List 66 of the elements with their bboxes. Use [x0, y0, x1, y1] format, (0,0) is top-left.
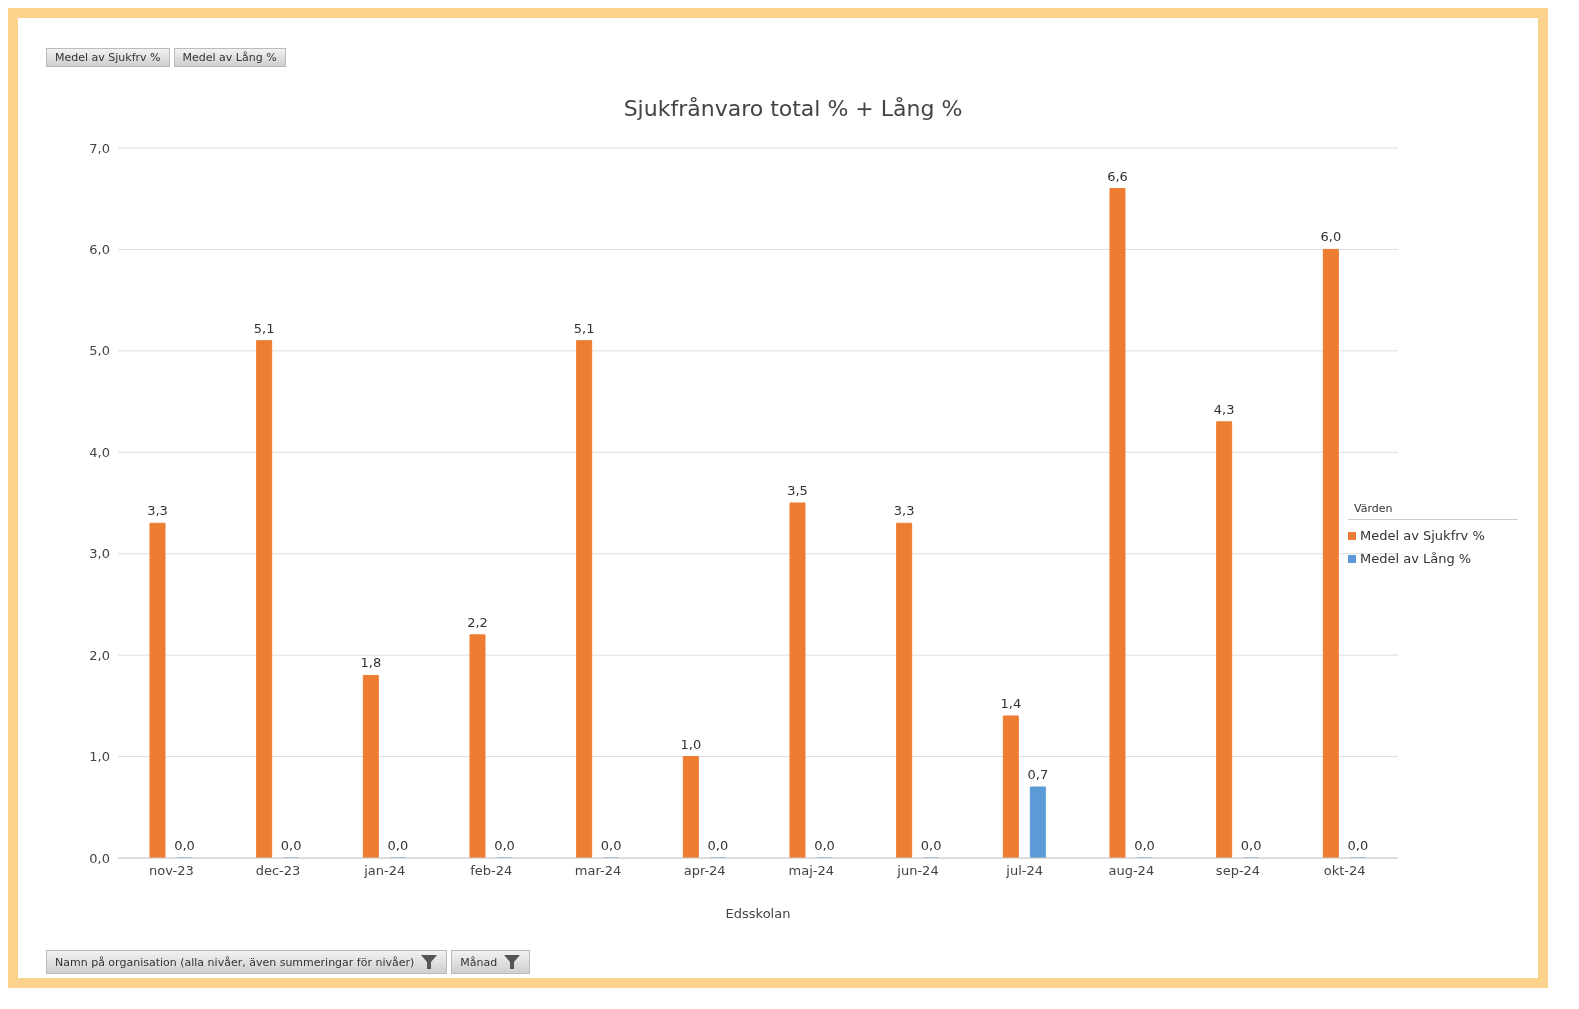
data-label: 0,7 — [1027, 767, 1049, 782]
bar — [576, 340, 593, 858]
x-tick-label: apr-24 — [683, 863, 726, 879]
data-label: 0,0 — [707, 838, 729, 853]
bar — [1029, 786, 1046, 858]
bar — [1322, 248, 1339, 858]
data-label: 0,0 — [600, 838, 622, 853]
bar — [469, 634, 486, 858]
data-label: 0,0 — [280, 838, 302, 853]
text: Medel av Lång % — [182, 51, 277, 64]
bar — [896, 522, 913, 858]
x-tick-label: jul-24 — [1005, 863, 1044, 879]
x-tick-label: jan-24 — [363, 863, 406, 879]
data-label: 3,3 — [147, 503, 168, 519]
x-tick-label: feb-24 — [470, 863, 513, 879]
y-tick-label: 0,0 — [89, 850, 110, 866]
bar — [1002, 715, 1019, 858]
data-label: 3,5 — [787, 483, 808, 498]
data-label: 0,0 — [494, 838, 515, 853]
y-tick-label: 2,0 — [89, 647, 110, 663]
data-label: 3,3 — [893, 503, 915, 519]
text: Namn på organisation (alla nivåer, även summeringar för nivåer) — [55, 955, 415, 969]
x-tick-label: nov-23 — [148, 863, 194, 879]
data-label: 0,0 — [1134, 838, 1155, 853]
data-label: 1,8 — [360, 655, 382, 671]
y-tick-label: 1,0 — [89, 749, 110, 765]
x-tick-label: mar-24 — [574, 863, 622, 879]
bar — [362, 674, 379, 858]
bar — [1109, 188, 1126, 858]
data-label: 0,0 — [387, 838, 409, 853]
legend-label: Medel av Sjukfrv % — [1360, 528, 1485, 543]
bar — [789, 502, 806, 858]
data-label: 5,1 — [253, 320, 275, 336]
data-label: 0,0 — [920, 838, 942, 853]
legend-label: Medel av Lång % — [1360, 551, 1472, 566]
y-tick-label: 5,0 — [89, 343, 110, 359]
legend-header: Värden — [1348, 498, 1518, 520]
y-tick-label: 7,0 — [89, 140, 110, 156]
x-tick-label: dec-23 — [255, 863, 301, 879]
data-label: 0,0 — [174, 838, 195, 853]
x-tick-label: aug-24 — [1108, 863, 1155, 879]
bar — [682, 756, 699, 858]
x-tick-label: okt-24 — [1323, 863, 1366, 879]
text: Månad — [460, 955, 498, 969]
x-axis-title: Edsskolan — [725, 906, 791, 921]
x-tick-label: sep-24 — [1215, 863, 1261, 879]
chart-title: Sjukfrånvaro total % + Lång % — [622, 96, 964, 121]
y-tick-label: 6,0 — [89, 242, 110, 258]
data-label: 1,0 — [680, 736, 702, 752]
data-label: 5,1 — [573, 320, 595, 336]
y-tick-label: 4,0 — [89, 444, 110, 460]
data-label: 6,0 — [1320, 229, 1342, 245]
text: Medel av Sjukfrv % — [55, 51, 161, 64]
bar — [1216, 421, 1233, 858]
data-label: 4,3 — [1213, 401, 1235, 417]
data-label: 1,4 — [1000, 696, 1022, 711]
data-label: 0,0 — [1347, 838, 1369, 853]
bar — [149, 522, 166, 858]
data-label: 6,6 — [1107, 168, 1128, 184]
x-tick-label: maj-24 — [788, 863, 835, 879]
y-tick-label: 3,0 — [89, 546, 110, 562]
data-label: 2,2 — [467, 614, 488, 630]
x-tick-label: jun-24 — [896, 863, 939, 879]
data-label: 0,0 — [814, 838, 835, 853]
bar — [256, 340, 273, 858]
data-label: 0,0 — [1240, 838, 1262, 853]
